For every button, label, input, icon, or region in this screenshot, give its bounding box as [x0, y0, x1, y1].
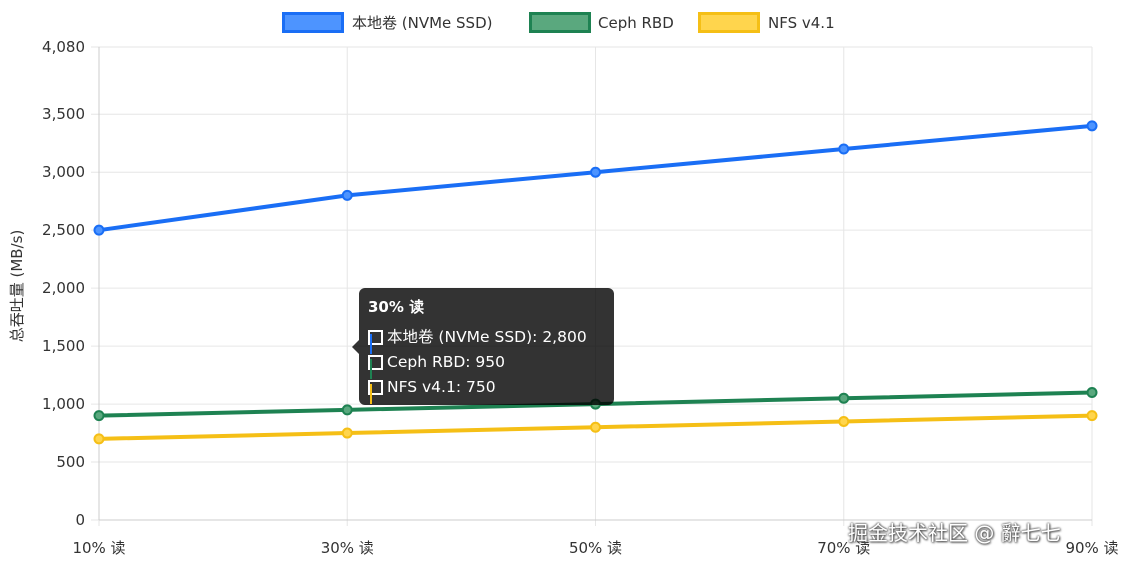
y-tick-label: 3,000 [42, 163, 85, 181]
data-point [1086, 410, 1098, 422]
y-tick-label: 1,000 [42, 395, 85, 413]
y-axis-title: 总吞吐量 (MB/s) [8, 230, 26, 343]
legend-label-0: 本地卷 (NVMe SSD) [352, 14, 493, 32]
tooltip-swatch-nfs [368, 380, 383, 404]
y-tick-label: 2,500 [42, 221, 85, 239]
x-tick-label: 90% 读 [1065, 539, 1118, 557]
data-point [93, 224, 105, 236]
tooltip-row-nfs: NFS v4.1: 750 [368, 375, 605, 404]
y-tick-label: 1,500 [42, 337, 85, 355]
data-point [590, 166, 601, 178]
tooltip-row-ceph: Ceph RBD: 950 [368, 350, 605, 379]
tooltip-row-local: 本地卷 (NVMe SSD): 2,800 [368, 325, 605, 354]
x-tick-label: 50% 读 [569, 539, 622, 557]
data-point [838, 392, 850, 404]
tooltip-swatch-ceph [368, 355, 383, 379]
tooltip-text-ceph: Ceph RBD: 950 [387, 353, 506, 371]
y-tick-label: 2,000 [42, 279, 85, 297]
tooltip: 30% 读 本地卷 (NVMe SSD): 2,800 Ceph RBD: 95… [352, 288, 614, 405]
data-point [838, 415, 850, 427]
tooltip-swatch-local [368, 330, 383, 354]
watermark: 掘金技术社区 @ 辭七七 [848, 521, 1061, 545]
y-tick-label: 0 [75, 511, 85, 529]
data-point [93, 433, 105, 445]
x-tick-label: 70% 读 [817, 539, 870, 557]
data-point [590, 421, 601, 433]
legend-swatch-2 [698, 12, 760, 33]
data-point [93, 410, 105, 422]
x-tick-label: 30% 读 [321, 539, 374, 557]
data-point [838, 143, 850, 155]
legend-swatch-0 [282, 12, 344, 33]
data-point [341, 404, 353, 416]
y-tick-label: 4,080 [42, 38, 85, 56]
y-tick-label: 3,500 [42, 105, 85, 123]
legend-label-1: Ceph RBD [598, 14, 674, 32]
tooltip-text-local: 本地卷 (NVMe SSD): 2,800 [387, 328, 587, 346]
data-point [1086, 120, 1098, 132]
data-point [341, 189, 353, 201]
legend: 本地卷 (NVMe SSD) Ceph RBD NFS v4.1 [282, 12, 835, 33]
tooltip-text-nfs: NFS v4.1: 750 [387, 378, 496, 396]
y-tick-label: 500 [56, 453, 85, 471]
axes: 0 500 1,000 1,500 2,000 2,500 3,000 3,500 4,080 1… [42, 38, 1119, 557]
data-point [341, 427, 353, 439]
legend-label-2: NFS v4.1 [768, 14, 835, 32]
legend-swatch-1 [529, 12, 591, 33]
tooltip-title: 30% 读 [368, 298, 425, 316]
data-point [1086, 386, 1098, 398]
x-tick-label: 10% 读 [72, 539, 125, 557]
grid-lines [91, 46, 1093, 526]
